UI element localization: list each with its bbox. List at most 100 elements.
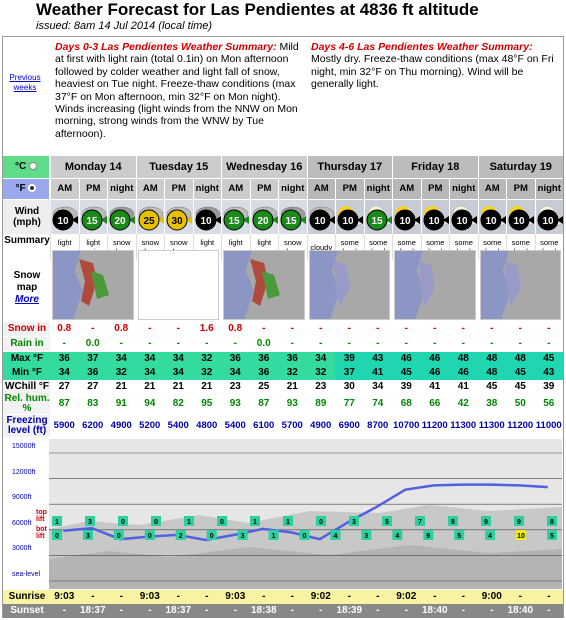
snow_in-value: - — [135, 322, 164, 336]
terrain-map-icon — [480, 251, 561, 319]
sunset-value: - — [107, 604, 136, 618]
celsius-toggle[interactable]: °C — [3, 156, 49, 178]
wind-arrow-icon: 25 — [138, 209, 164, 231]
top-lift-box — [52, 516, 62, 526]
snow_in-value: - — [278, 322, 307, 336]
freezing-value: 5700 — [278, 415, 307, 437]
max-value: 32 — [192, 352, 221, 366]
bot-lift-value: 9 — [426, 533, 430, 540]
wind-arrow-icon: 15 — [81, 209, 107, 231]
bot-lift-value: 3 — [241, 533, 245, 540]
max-value: 46 — [392, 352, 421, 366]
wind-arrow-icon: 30 — [166, 209, 192, 231]
snow_in-value: - — [477, 322, 506, 336]
top-lift-value: 7 — [418, 519, 422, 526]
wind-speed: 15 — [285, 216, 297, 227]
fahrenheit-toggle[interactable]: °F — [3, 179, 49, 199]
previous-weeks-link[interactable]: Previous weeks — [9, 73, 41, 92]
rain_in-value: - — [107, 337, 136, 351]
snow-map-thumbnail[interactable] — [223, 250, 305, 320]
wind-arrow-icon: 10 — [309, 209, 335, 231]
wind-speed: 10 — [314, 216, 326, 227]
wind-arrow-icon: 15 — [366, 209, 392, 231]
page-title: Weather Forecast for Las Pendientes at 4… — [36, 0, 479, 19]
relhum-value: 93 — [278, 394, 307, 414]
top-lift-value: 0 — [319, 519, 323, 526]
wind-arrow-icon: 10 — [537, 209, 563, 231]
bot-lift-box — [82, 530, 93, 540]
period-header: night — [449, 179, 478, 199]
relhum-value: 89 — [306, 394, 335, 414]
sunset-value: - — [50, 604, 79, 618]
freezing-label: Freezing level (ft) — [3, 415, 51, 437]
wchill-value: 30 — [335, 380, 364, 394]
max-value: 43 — [363, 352, 392, 366]
min-value: 46 — [449, 366, 478, 380]
radio-icon — [29, 162, 37, 171]
more-link[interactable]: More — [15, 294, 39, 305]
rain_in-value: - — [420, 337, 449, 351]
wchill-value: 21 — [107, 380, 136, 394]
max-value: 34 — [306, 352, 335, 366]
bot-lift-box — [392, 530, 403, 540]
relhum-value: 50 — [506, 394, 535, 414]
top-lift-value: 8 — [550, 519, 554, 526]
sunrise-value: - — [335, 590, 364, 604]
snow-map-thumbnail[interactable] — [308, 250, 390, 320]
top-lift-box — [118, 516, 128, 526]
bot-lift-value: 0 — [148, 533, 152, 540]
wind-speed: 20 — [257, 216, 269, 227]
relhum-value: 93 — [221, 394, 250, 414]
bot-lift-value: 0 — [210, 533, 214, 540]
max-value: 36 — [249, 352, 278, 366]
sunrise-value: 9:02 — [306, 590, 335, 604]
max-value: 46 — [420, 352, 449, 366]
bot-lift-box — [144, 530, 155, 540]
snow_in-value: - — [420, 322, 449, 336]
wind-arrow-icon: 20 — [252, 209, 278, 231]
radio-selected-icon — [28, 184, 37, 193]
freezing-value: 11300 — [449, 415, 478, 437]
wind-speed: 20 — [114, 216, 126, 227]
snow-map-thumbnail[interactable] — [52, 250, 134, 320]
bot-lift-box — [361, 530, 372, 540]
sunset-value: - — [278, 604, 307, 618]
top-lift-value: 0 — [121, 519, 125, 526]
bot-lift-box — [547, 530, 557, 540]
sunset-value: - — [449, 604, 478, 618]
top-lift-box — [283, 516, 293, 526]
sunrise-value: - — [420, 590, 449, 604]
bot-lift-box — [268, 530, 279, 540]
relhum-value: 66 — [420, 394, 449, 414]
bot-lift-value: 5 — [457, 533, 461, 540]
period-header: night — [534, 179, 563, 199]
relhum-value: 94 — [135, 394, 164, 414]
wind-arrow-icon: 10 — [394, 209, 420, 231]
sunset-value: - — [221, 604, 250, 618]
wind-speed: 10 — [399, 216, 411, 227]
day-header: Wednesday 16 — [221, 156, 307, 178]
max-value: 36 — [221, 352, 250, 366]
rain_in-value: 0.0 — [249, 337, 278, 351]
wind-arrow-icon: 10 — [451, 209, 477, 231]
period-header: AM — [477, 179, 506, 199]
snow-map-thumbnail[interactable] — [394, 250, 476, 320]
sunrise-value: - — [278, 590, 307, 604]
snow_in-value: - — [506, 322, 535, 336]
bot-lift-box — [485, 530, 496, 540]
snow-map-thumbnail[interactable] — [479, 250, 561, 320]
bot-lift-box — [113, 530, 124, 540]
wind-speed: 10 — [57, 216, 69, 227]
wind-speed: 15 — [228, 216, 240, 227]
top-lift-value: 9 — [517, 519, 521, 526]
top-lift-box — [217, 516, 227, 526]
min-value: 36 — [78, 366, 107, 380]
wchill-value: 27 — [78, 380, 107, 394]
snow_in-value: - — [363, 322, 392, 336]
bot-lift-value: 4 — [488, 533, 492, 540]
bot-lift-label: bot lift — [36, 526, 47, 540]
weather-summary: cloudy — [306, 234, 336, 260]
wind-label: Wind (mph) — [3, 200, 51, 234]
snow-map-thumbnail[interactable] — [137, 250, 219, 320]
top-lift-value: 9 — [484, 519, 488, 526]
